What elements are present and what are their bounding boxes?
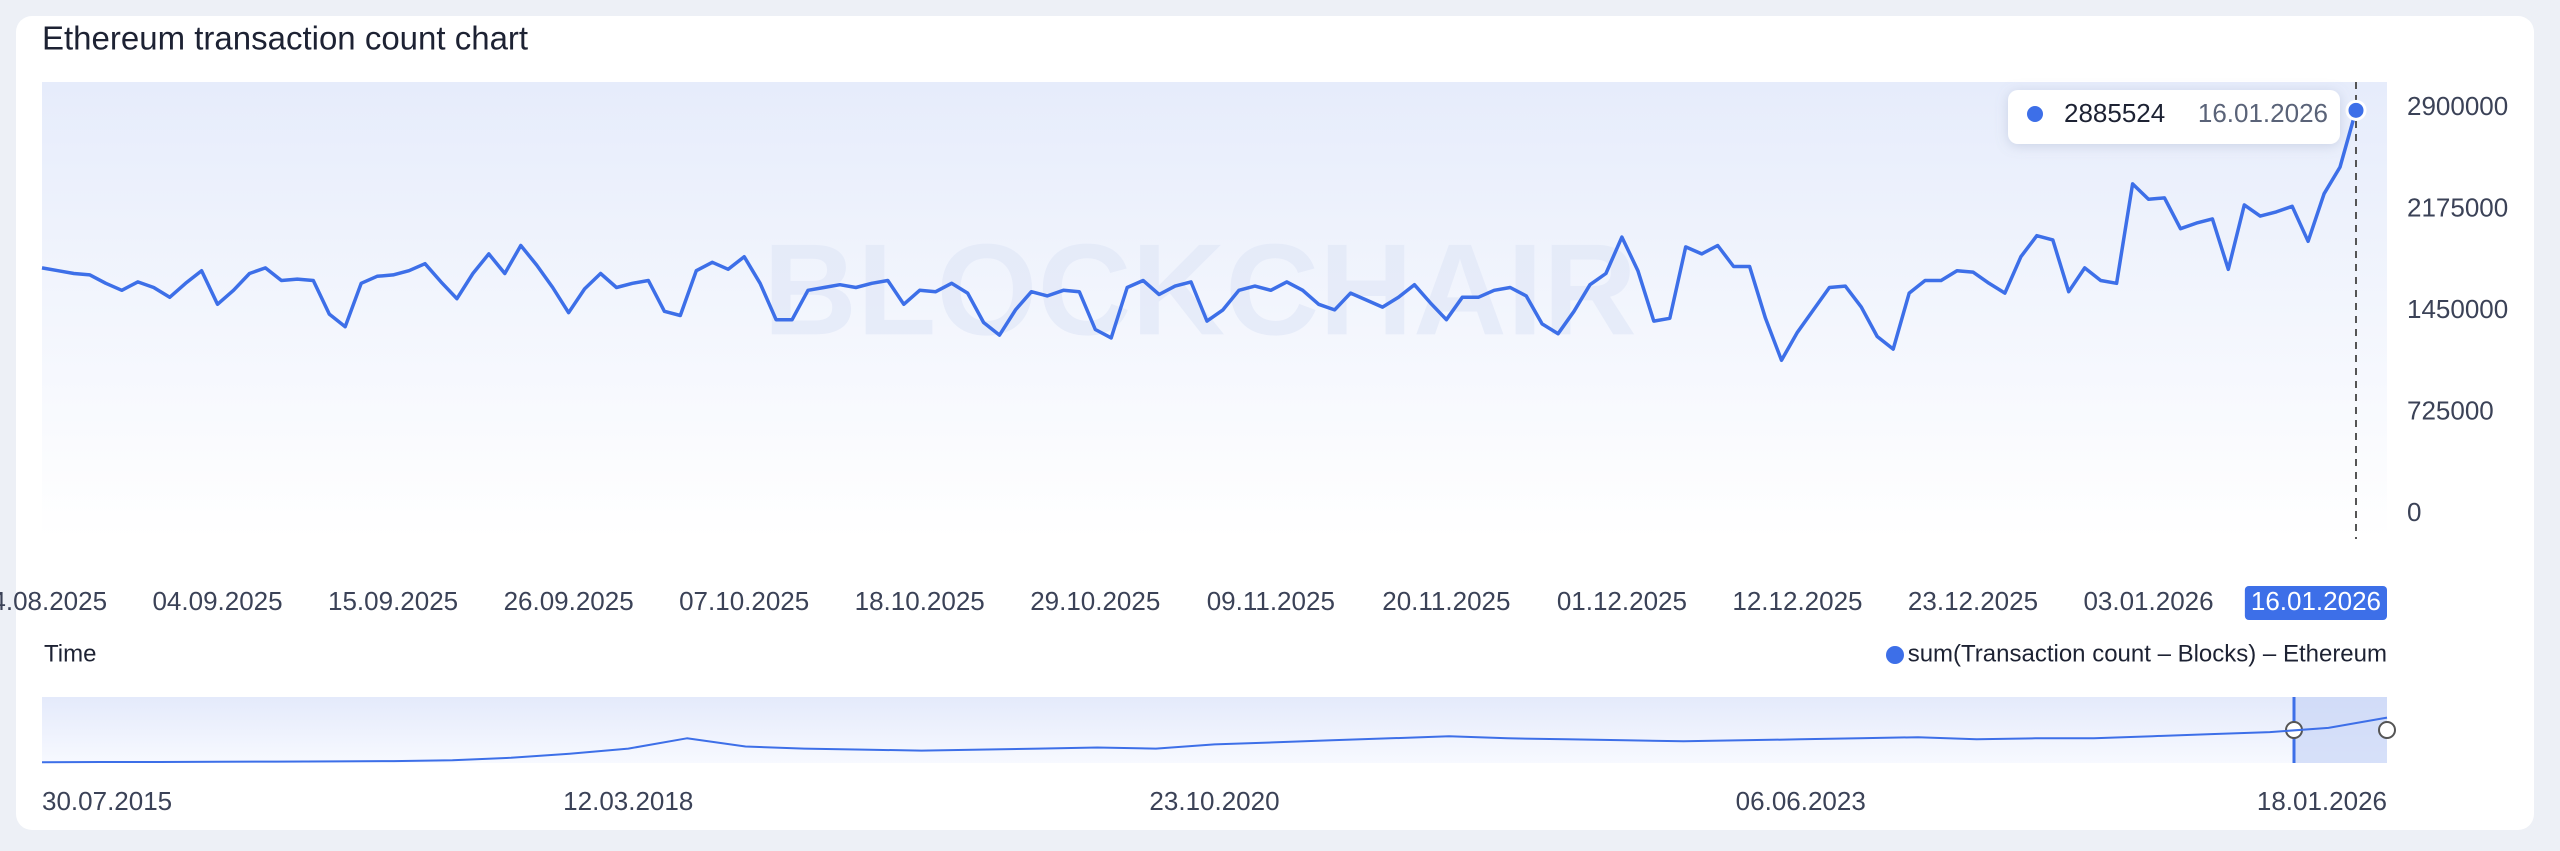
x-tick-label: 23.10.2020 [1149, 786, 1279, 816]
x-tick-label: 30.07.2015 [42, 786, 172, 816]
y-tick-label: 0 [2407, 497, 2421, 527]
x-tick-label: 07.10.2025 [679, 586, 809, 616]
y-tick-label: 2175000 [2407, 193, 2508, 223]
x-tick-label-active: 16.01.2026 [2251, 586, 2381, 616]
x-tick-label: 01.12.2025 [1557, 586, 1687, 616]
tooltip-date: 16.01.2026 [2198, 98, 2328, 128]
x-tick-label: 03.01.2026 [2083, 586, 2213, 616]
x-tick-label: 23.12.2025 [1908, 586, 2038, 616]
y-tick-label: 725000 [2407, 396, 2494, 426]
tooltip-swatch [2027, 106, 2043, 122]
x-tick-label: 12.03.2018 [563, 786, 693, 816]
series-line [41, 716, 2388, 764]
tooltip-value: 2885524 [2064, 98, 2165, 128]
chart-title: Ethereum transaction count chart [42, 20, 528, 57]
legend-swatch [1886, 646, 1904, 664]
watermark: BLOCKCHAIR [763, 216, 1637, 362]
legend-label[interactable]: sum(Transaction count – Blocks) – Ethere… [1908, 640, 2387, 667]
navigator-handle[interactable] [2378, 721, 2396, 739]
x-axis-label: Time [44, 640, 96, 667]
x-tick-label: 24.08.2025 [0, 586, 107, 616]
x-tick-label: 18.01.2026 [2257, 786, 2387, 816]
x-tick-label: 26.09.2025 [504, 586, 634, 616]
x-tick-label: 18.10.2025 [855, 586, 985, 616]
x-tick-label: 06.06.2023 [1736, 786, 1866, 816]
hover-point [2345, 99, 2367, 121]
y-tick-label: 1450000 [2407, 294, 2508, 324]
navigator-area [42, 697, 2387, 763]
series-line [41, 109, 2358, 363]
x-tick-label: 29.10.2025 [1030, 586, 1160, 616]
x-tick-highlight [2244, 586, 2387, 620]
y-tick-label: 2900000 [2407, 91, 2508, 121]
tooltip: 2885524 16.01.2026 [2008, 90, 2340, 144]
x-tick-label: 20.11.2025 [1382, 586, 1510, 616]
x-tick-label: 15.09.2025 [328, 586, 458, 616]
plot-area [42, 82, 2387, 539]
x-tick-label: 12.12.2025 [1732, 586, 1862, 616]
x-tick-label: 04.09.2025 [152, 586, 282, 616]
tooltip-box [2008, 90, 2340, 144]
x-tick-label: 09.11.2025 [1207, 586, 1335, 616]
